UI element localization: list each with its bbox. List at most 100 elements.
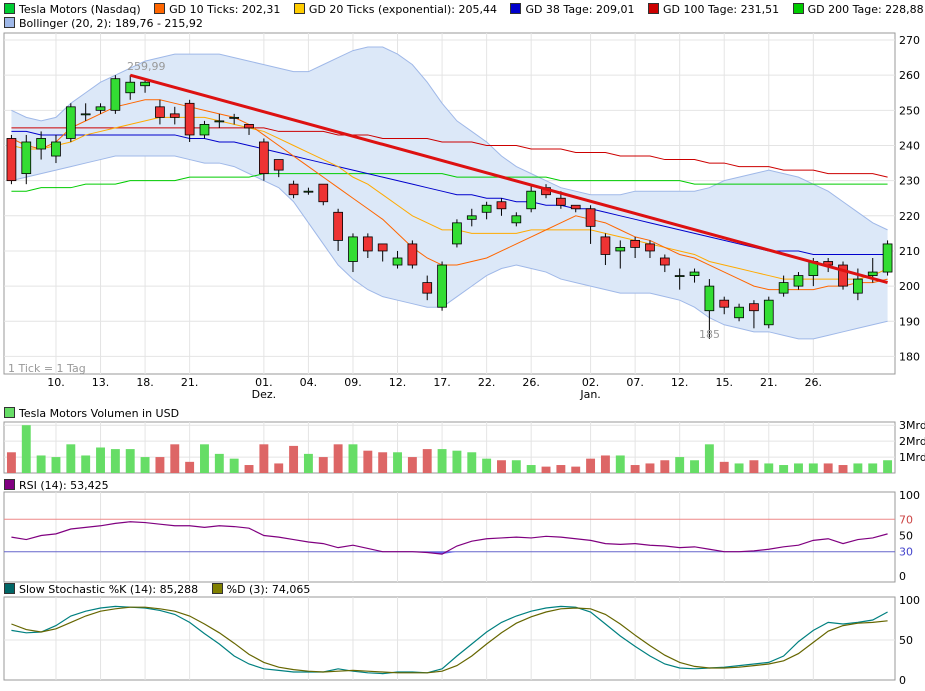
candle-body — [422, 282, 433, 294]
volume-bar — [185, 461, 195, 473]
bollinger-upper — [11, 46, 888, 231]
bollinger-lower — [11, 155, 888, 340]
candle-body — [659, 257, 670, 266]
volume-tick-label: 2Mrd — [899, 435, 925, 448]
candle-body — [763, 299, 774, 326]
candle-body — [65, 106, 76, 139]
x-tick-label: 21. — [760, 376, 778, 389]
legend-label: Bollinger (20, 2): 189,76 - 215,92 — [19, 17, 203, 30]
y-tick-label: 210 — [899, 245, 920, 258]
legend-swatch — [792, 3, 804, 14]
legend-swatch — [4, 583, 15, 594]
volume-bar — [229, 458, 239, 473]
volume-bar — [794, 463, 803, 473]
legend-swatch — [4, 407, 15, 418]
legend-label: GD 20 Ticks (exponential): 205,44 — [308, 3, 497, 16]
candle-body — [882, 243, 893, 273]
volume-bar — [452, 450, 462, 473]
legend-item-gd100: GD 100 Tage: 231,51 — [648, 3, 779, 17]
volume-bar — [274, 463, 284, 473]
volume-bar — [66, 444, 76, 473]
candle-body — [318, 183, 329, 203]
candle-body — [838, 264, 848, 287]
volume-bar — [21, 425, 31, 473]
stoch-k-line — [11, 605, 888, 675]
x-tick-label: 26. — [805, 376, 823, 389]
candle-body — [377, 243, 388, 252]
x-tick-label: 22. — [478, 376, 496, 389]
volume-bar — [81, 455, 91, 473]
stoch-tick-label: 0 — [899, 674, 906, 687]
gd200-line — [11, 173, 888, 192]
volume-bar — [259, 444, 269, 473]
legend-item-price: Tesla Motors (Nasdaq) — [4, 3, 141, 17]
legend-label: Tesla Motors (Nasdaq) — [19, 3, 141, 16]
volume-bar — [170, 444, 180, 473]
volume-bar — [556, 465, 566, 473]
volume-bar — [363, 450, 373, 473]
rsi-series — [4, 518, 895, 555]
y-tick-label: 190 — [899, 315, 920, 328]
legend-item-gd200: GD 200 Tage: 228,88 — [792, 3, 924, 17]
axis-labels: 180 190 200 210 220 230 240 250 260 270 10. 13. 18. 2… — [47, 34, 925, 687]
volume-bars — [6, 425, 893, 473]
volume-bar — [823, 463, 833, 473]
candle-body — [630, 240, 640, 248]
candle-body — [615, 247, 626, 252]
candle-body — [437, 264, 447, 308]
candle-body — [793, 275, 804, 287]
volume-bar — [883, 460, 893, 473]
volume-bar — [318, 457, 328, 473]
volume-bar — [214, 453, 224, 473]
stochastic-series — [11, 605, 888, 675]
rsi-tick-label: 100 — [899, 489, 920, 502]
x-month-label: Jan. — [579, 388, 600, 401]
candle-body — [199, 124, 210, 136]
y-tick-label: 220 — [899, 210, 920, 223]
volume-bar — [734, 463, 744, 473]
x-tick-label: 15. — [715, 376, 733, 389]
legend-swatch — [4, 479, 15, 490]
candle-body — [556, 197, 566, 206]
volume-bar — [571, 466, 581, 473]
y-tick-label: 250 — [899, 104, 920, 117]
candle-body — [333, 211, 343, 241]
candle-body — [110, 78, 121, 111]
volume-tick-label: 1Mrd — [899, 451, 925, 464]
volume-bar — [422, 449, 432, 473]
rsi-tick-label: 70 — [899, 513, 913, 526]
legend-label: Slow Stochastic %K (14): 85,288 — [19, 583, 199, 596]
rsi-tick-label: 0 — [899, 570, 906, 583]
candle-body — [481, 204, 492, 213]
volume-bar — [348, 444, 358, 473]
x-tick-label: 12. — [671, 376, 689, 389]
legend-rsi: RSI (14): 53,425 — [4, 479, 109, 493]
volume-bar — [526, 465, 536, 473]
volume-bar — [333, 444, 343, 473]
candle-body — [140, 81, 150, 87]
volume-tick-label: 3Mrd — [899, 419, 925, 432]
volume-bar — [838, 465, 848, 473]
tick-note: 1 Tick = 1 Tag — [8, 362, 86, 375]
candle-body — [778, 282, 789, 294]
candle-body — [526, 190, 537, 210]
volume-bar — [200, 444, 209, 473]
volume-bar — [615, 455, 625, 473]
candle-body — [689, 271, 700, 276]
candle-body — [51, 141, 61, 157]
candle-body — [585, 208, 596, 227]
legend-label: GD 200 Tage: 228,88 — [807, 3, 924, 16]
low-annotation: 185 — [699, 328, 720, 341]
candle-body — [719, 299, 730, 308]
volume-bar — [719, 461, 729, 473]
volume-bar — [407, 457, 417, 473]
panel-frame — [3, 421, 896, 474]
candle-body — [80, 113, 91, 116]
legend-item-gd38: GD 38 Tage: 209,01 — [510, 3, 635, 17]
candle-body — [749, 303, 759, 312]
volume-bar — [868, 463, 878, 473]
legend-swatch — [293, 3, 305, 14]
y-tick-label: 200 — [899, 280, 920, 293]
volume-bar — [51, 457, 61, 473]
indicator-lines — [11, 46, 888, 340]
